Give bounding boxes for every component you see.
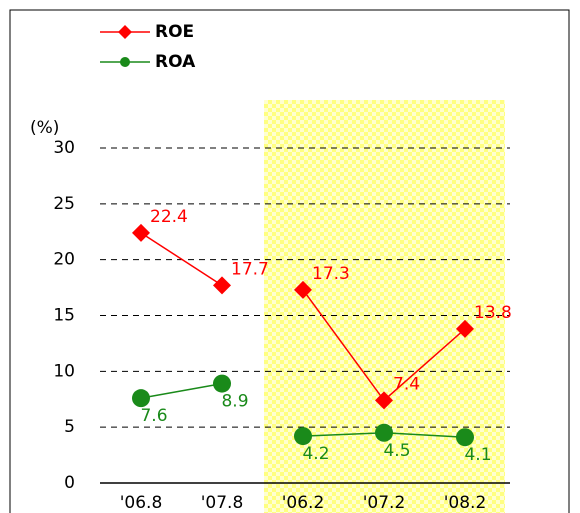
legend-label: ROE [155,22,194,42]
data-label: 22.4 [150,207,188,227]
legend-marker [118,25,132,39]
marker [213,276,231,295]
frame [9,9,570,513]
marker [132,389,150,408]
series-line [140,382,223,399]
marker [456,319,474,338]
x-tick-label: '08.2 [444,493,487,513]
x-tick-label: '06.8 [120,493,163,513]
y-tick-label: 10 [53,361,75,381]
y-tick-label: 5 [64,417,75,437]
marker [375,423,393,442]
x-tick-label: '07.2 [363,493,406,513]
data-label: 13.8 [474,303,512,323]
marker [132,223,150,242]
data-label: 4.5 [383,441,410,461]
x-tick-label: '06.2 [282,493,325,513]
marker [375,391,393,410]
data-label: 4.2 [302,444,329,464]
x-tick-label: '07.8 [201,493,244,513]
data-label: 17.7 [231,259,269,279]
marker [294,427,312,446]
y-tick-label: 30 [53,138,75,158]
series-line [140,232,223,286]
data-label: 4.1 [464,445,491,465]
marker [213,374,231,393]
y-tick-label: 0 [64,473,75,493]
marker [456,428,474,447]
legend-label: ROA [155,52,196,72]
legend-marker [120,57,130,67]
data-label: 17.3 [312,264,350,284]
data-label: 7.4 [393,374,420,394]
y-unit-label: (%) [30,118,59,138]
data-label: 8.9 [221,392,248,412]
marker [294,280,312,299]
data-label: 7.6 [140,406,167,426]
y-tick-label: 15 [53,306,75,326]
y-tick-label: 20 [53,250,75,270]
y-tick-label: 25 [53,194,75,214]
